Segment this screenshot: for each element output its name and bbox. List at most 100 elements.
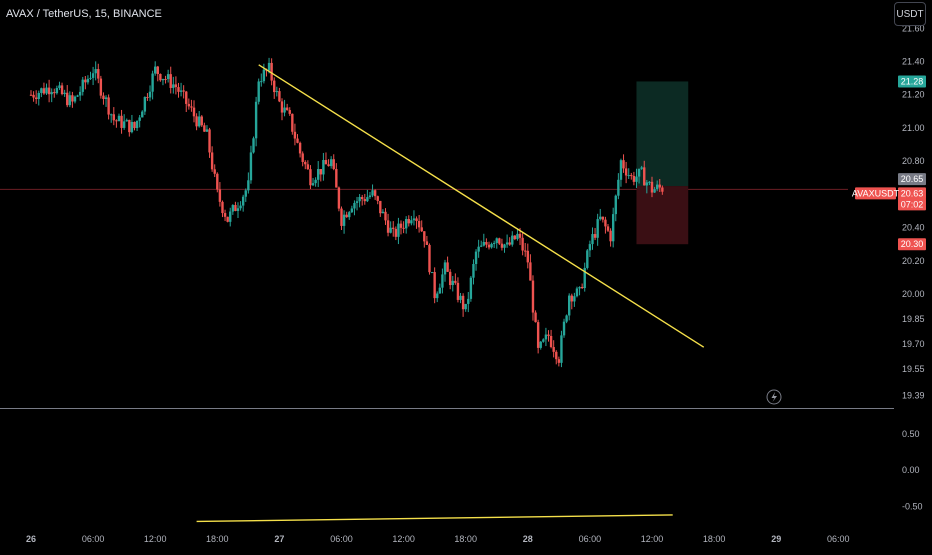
candle-body[interactable] [653, 189, 656, 193]
candle-body[interactable] [643, 167, 646, 186]
candle-body[interactable] [358, 197, 361, 202]
candle-body[interactable] [200, 116, 203, 126]
candle-body[interactable] [539, 341, 542, 348]
time-tick-label[interactable]: 28 [523, 534, 533, 544]
time-tick-label[interactable]: 06:00 [82, 534, 105, 544]
candle-body[interactable] [614, 195, 617, 215]
candle-body[interactable] [329, 159, 333, 167]
candle-body[interactable] [260, 81, 263, 83]
candle-body[interactable] [241, 196, 245, 206]
candle-body[interactable] [205, 129, 209, 132]
candle-body[interactable] [661, 187, 664, 192]
candle-body[interactable] [99, 78, 103, 96]
candle-body[interactable] [531, 280, 535, 313]
candle-body[interactable] [485, 241, 488, 245]
candle-body[interactable] [293, 131, 297, 139]
candle-body[interactable] [236, 208, 240, 211]
candle-body[interactable] [117, 115, 121, 122]
time-tick-label[interactable]: 26 [26, 534, 36, 544]
candle-body[interactable] [557, 359, 561, 363]
candle-body[interactable] [404, 218, 408, 229]
candle-body[interactable] [588, 244, 592, 251]
candle-body[interactable] [386, 220, 390, 233]
candle-body[interactable] [128, 119, 131, 133]
candle-body[interactable] [438, 287, 442, 294]
candle-body[interactable] [197, 116, 201, 127]
candle-body[interactable] [446, 262, 449, 272]
candle-body[interactable] [34, 97, 38, 99]
candle-body[interactable] [482, 241, 486, 246]
candle-body[interactable] [552, 347, 555, 352]
candle-body[interactable] [451, 280, 454, 286]
candle-body[interactable] [58, 85, 61, 89]
candle-body[interactable] [500, 243, 504, 248]
candle-body[interactable] [474, 251, 478, 265]
candle-body[interactable] [505, 242, 509, 245]
candle-body[interactable] [203, 125, 206, 132]
candle-body[interactable] [492, 242, 496, 244]
current-price-tag-bg[interactable] [898, 187, 926, 200]
candle-body[interactable] [601, 216, 605, 220]
candle-body[interactable] [536, 322, 540, 348]
candle-body[interactable] [632, 175, 636, 182]
candle-body[interactable] [278, 91, 281, 102]
osc-tick-label[interactable]: 0.00 [902, 465, 920, 475]
candle-body[interactable] [410, 220, 413, 224]
candle-body[interactable] [392, 227, 395, 229]
candle-body[interactable] [345, 214, 348, 218]
candle-body[interactable] [560, 335, 563, 363]
candle-body[interactable] [172, 84, 175, 88]
candle-body[interactable] [174, 84, 178, 88]
candle-body[interactable] [164, 78, 167, 80]
candle-body[interactable] [407, 218, 410, 224]
candle-body[interactable] [327, 164, 330, 167]
candle-body[interactable] [42, 88, 46, 94]
candle-body[interactable] [275, 91, 279, 93]
current-price-tag[interactable]: 20.63 [901, 188, 924, 198]
candle-body[interactable] [125, 119, 128, 122]
candle-body[interactable] [179, 90, 183, 92]
candle-body[interactable] [273, 80, 276, 93]
candle-body[interactable] [417, 220, 421, 228]
candle-body[interactable] [213, 169, 216, 174]
candle-body[interactable] [379, 200, 382, 214]
candle-body[interactable] [166, 74, 170, 80]
candle-body[interactable] [291, 113, 294, 132]
candle-body[interactable] [542, 339, 545, 342]
candle-body[interactable] [141, 111, 144, 118]
candle-body[interactable] [29, 94, 33, 96]
candle-body[interactable] [464, 303, 467, 310]
candle-body[interactable] [513, 235, 517, 240]
candle-body[interactable] [231, 205, 235, 212]
candle-body[interactable] [319, 169, 322, 175]
candle-body[interactable] [534, 312, 537, 323]
candle-body[interactable] [376, 196, 379, 201]
candle-body[interactable] [311, 183, 315, 186]
candle-body[interactable] [84, 79, 87, 83]
candle-body[interactable] [490, 243, 493, 248]
time-tick-label[interactable]: 29 [771, 534, 781, 544]
candle-body[interactable] [591, 234, 594, 245]
candle-body[interactable] [146, 97, 149, 99]
candle-body[interactable] [161, 78, 165, 81]
candle-body[interactable] [223, 213, 227, 217]
candle-body[interactable] [68, 95, 72, 106]
candle-body[interactable] [583, 267, 586, 289]
candle-body[interactable] [252, 138, 255, 153]
candle-body[interactable] [412, 218, 416, 221]
candle-body[interactable] [143, 97, 147, 112]
target-price-tag[interactable]: 21.28 [901, 76, 924, 86]
time-tick-label[interactable]: 06:00 [579, 534, 602, 544]
candle-body[interactable] [177, 87, 180, 92]
candle-body[interactable] [461, 295, 465, 310]
candle-body[interactable] [210, 152, 214, 170]
candle-body[interactable] [467, 298, 470, 304]
candle-body[interactable] [159, 74, 162, 81]
candle-body[interactable] [314, 179, 317, 184]
price-tick-label[interactable]: 21.60 [902, 23, 925, 33]
osc-tick-label[interactable]: -0.50 [902, 501, 923, 511]
ref-price-tag[interactable]: 20.65 [901, 174, 924, 184]
candle-body[interactable] [112, 114, 115, 121]
candle-body[interactable] [76, 95, 79, 97]
candle-body[interactable] [454, 280, 457, 283]
